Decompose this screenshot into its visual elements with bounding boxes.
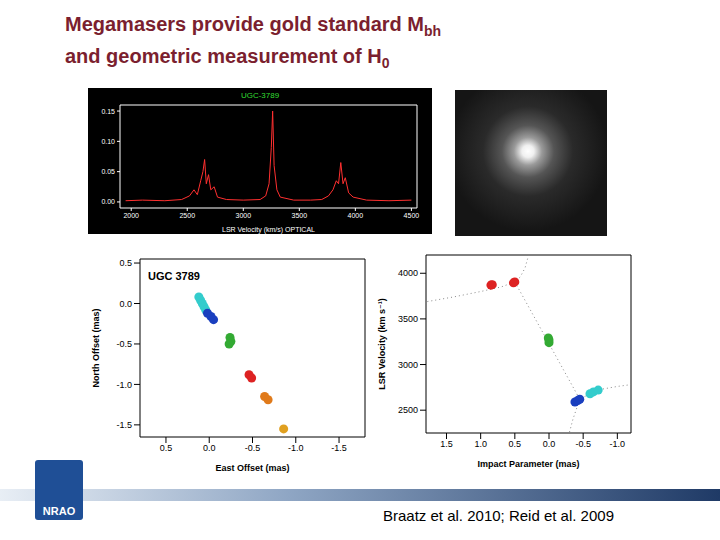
html-text:Braatz et al. 2010; Reid et al: Braatz et al. 2010; Reid et al. 2009 <box>383 507 614 524</box>
svg-text:0.5: 0.5 <box>509 439 522 449</box>
svg-text:0.05: 0.05 <box>101 168 115 175</box>
svg-text:0.0: 0.0 <box>119 299 132 309</box>
svg-text:3000: 3000 <box>235 212 251 219</box>
svg-text:3500: 3500 <box>398 314 418 324</box>
svg-text:East Offset (mas): East Offset (mas) <box>215 463 289 473</box>
svg-text:0.00: 0.00 <box>101 198 115 205</box>
svg-text:-1.0: -1.0 <box>610 439 626 449</box>
svg-text:1.0: 1.0 <box>474 439 487 449</box>
svg-text:0.0: 0.0 <box>543 439 556 449</box>
svg-text:3500: 3500 <box>292 212 308 219</box>
svg-text:0.5: 0.5 <box>119 258 132 268</box>
svg-text:North Offset (mas): North Offset (mas) <box>91 308 101 387</box>
svg-text:0.0: 0.0 <box>203 443 216 453</box>
svg-text:-0.5: -0.5 <box>116 339 132 349</box>
svg-text:2000: 2000 <box>123 212 139 219</box>
html-text:NRAO: NRAO <box>42 505 76 517</box>
svg-text:Impact Parameter (mas): Impact Parameter (mas) <box>477 459 579 469</box>
svg-text:-1.5: -1.5 <box>331 443 347 453</box>
html-text:and geometric measurement of H: and geometric measurement of H0 <box>65 45 390 71</box>
svg-text:0.15: 0.15 <box>101 108 115 115</box>
svg-text:4000: 4000 <box>348 212 364 219</box>
html-text:Megamasers provide gold standa: Megamasers provide gold standard Mbh <box>65 13 442 39</box>
svg-text:-1.5: -1.5 <box>116 420 132 430</box>
svg-text:0.10: 0.10 <box>101 138 115 145</box>
svg-text:-1.0: -1.0 <box>116 380 132 390</box>
svg-text:0.5: 0.5 <box>160 443 173 453</box>
svg-text:3000: 3000 <box>398 360 418 370</box>
html-text:UGC-3789: UGC-3789 <box>240 91 280 100</box>
svg-text:2500: 2500 <box>398 405 418 415</box>
html-text:UGC 3789: UGC 3789 <box>148 270 200 282</box>
svg-text:-0.5: -0.5 <box>245 443 261 453</box>
svg-text:-0.5: -0.5 <box>575 439 591 449</box>
svg-text:4000: 4000 <box>398 268 418 278</box>
svg-text:-1.0: -1.0 <box>288 443 304 453</box>
svg-text:LSR Velocity (km s⁻¹): LSR Velocity (km s⁻¹) <box>377 298 387 389</box>
svg-text:2500: 2500 <box>179 212 195 219</box>
svg-text:LSR Velocity (km/s) OPTICAL: LSR Velocity (km/s) OPTICAL <box>222 226 315 234</box>
svg-text:4500: 4500 <box>404 212 420 219</box>
svg-text:1.5: 1.5 <box>440 439 453 449</box>
